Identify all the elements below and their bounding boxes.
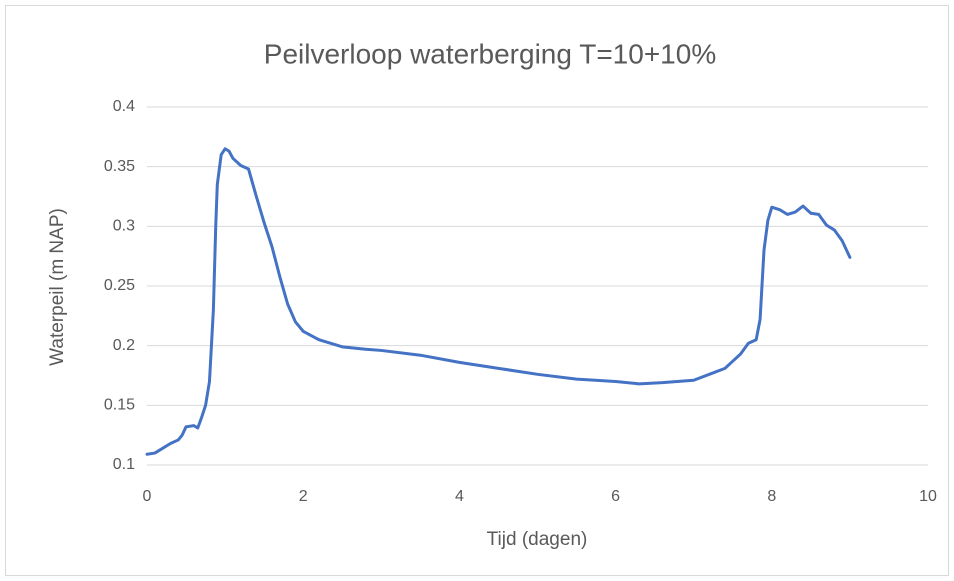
chart-border [5, 5, 949, 576]
y-tick-label: 0.2 [113, 337, 135, 354]
x-tick-label: 4 [455, 488, 464, 505]
x-tick-label: 2 [299, 488, 308, 505]
chart-title: Peilverloop waterberging T=10+10% [264, 38, 716, 69]
y-tick-label: 0.25 [104, 277, 135, 294]
data-line [145, 147, 852, 456]
y-tick-label: 0.3 [113, 218, 135, 235]
x-tick-label: 8 [767, 488, 776, 505]
y-tick-label: 0.1 [113, 456, 135, 473]
y-axis-label: Waterpeil (m NAP) [47, 208, 68, 366]
y-tick-label: 0.4 [113, 98, 135, 115]
x-tick-label: 6 [611, 488, 620, 505]
x-axis-label: Tijd (dagen) [487, 529, 588, 550]
y-tick-label: 0.15 [104, 397, 135, 414]
x-tick-label: 10 [919, 488, 937, 505]
y-tick-label: 0.35 [104, 158, 135, 175]
x-tick-label: 0 [143, 488, 152, 505]
